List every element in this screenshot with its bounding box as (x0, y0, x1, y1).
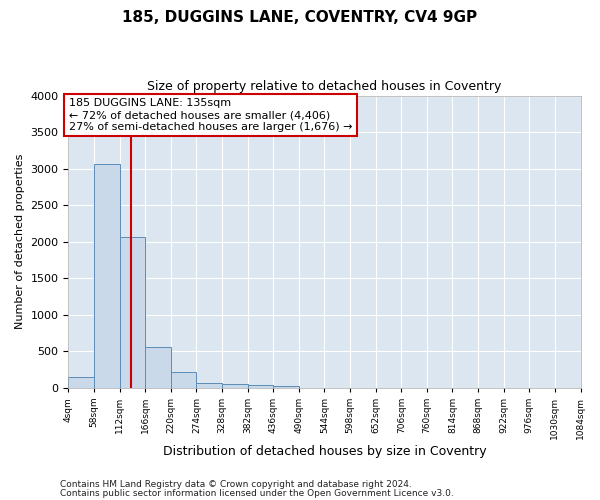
Text: Contains public sector information licensed under the Open Government Licence v3: Contains public sector information licen… (60, 490, 454, 498)
Bar (171, 372, 196, 388)
Bar (222, 384, 248, 388)
Text: 185 DUGGINS LANE: 135sqm
← 72% of detached houses are smaller (4,406)
27% of sem: 185 DUGGINS LANE: 135sqm ← 72% of detach… (69, 98, 352, 132)
Y-axis label: Number of detached properties: Number of detached properties (15, 154, 25, 330)
Bar (94, 164, 119, 388)
Bar (196, 382, 222, 388)
Bar (248, 385, 273, 388)
Bar (119, 238, 145, 388)
Bar (68, 377, 94, 388)
Bar (145, 347, 171, 388)
Bar (273, 386, 299, 388)
Text: Contains HM Land Registry data © Crown copyright and database right 2024.: Contains HM Land Registry data © Crown c… (60, 480, 412, 489)
Text: 185, DUGGINS LANE, COVENTRY, CV4 9GP: 185, DUGGINS LANE, COVENTRY, CV4 9GP (122, 10, 478, 25)
Title: Size of property relative to detached houses in Coventry: Size of property relative to detached ho… (147, 80, 502, 93)
X-axis label: Distribution of detached houses by size in Coventry: Distribution of detached houses by size … (163, 444, 486, 458)
